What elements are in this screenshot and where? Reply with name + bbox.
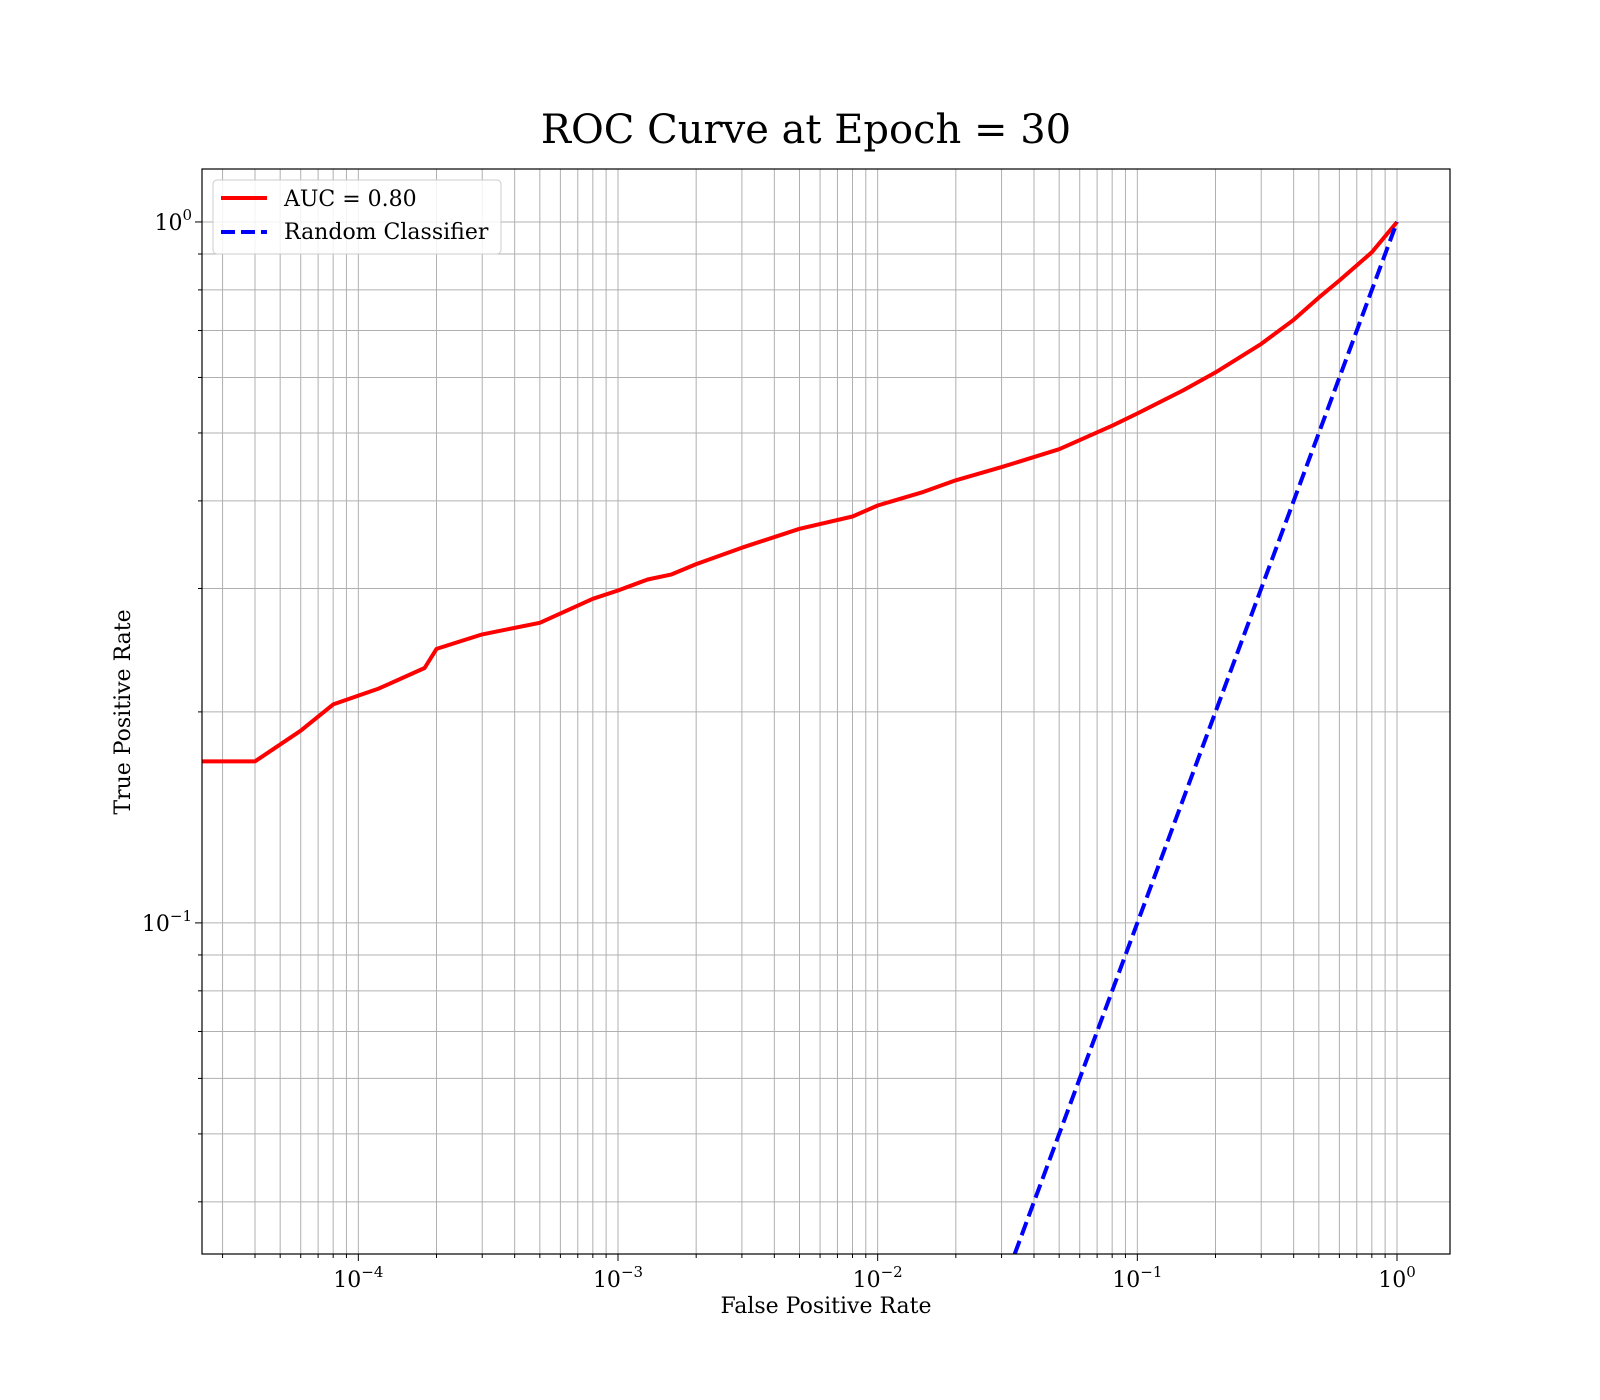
grid <box>202 169 1450 1254</box>
y-tick-label: 10−1 <box>142 907 192 937</box>
chart-title: ROC Curve at Epoch = 30 <box>541 107 1071 153</box>
plot-series <box>202 220 1399 1255</box>
roc-curve-line <box>202 220 1399 764</box>
x-tick-label: 10−3 <box>593 1263 643 1293</box>
legend-box <box>212 179 502 255</box>
x-tick-label: 10−1 <box>1112 1263 1162 1293</box>
legend-label-auc: AUC = 0.80 <box>283 187 417 212</box>
x-axis-label: False Positive Rate <box>720 1294 931 1319</box>
x-tick-label: 100 <box>1378 1263 1416 1293</box>
y-axis-label: True Positive Rate <box>111 609 136 814</box>
x-tick-label: 10−2 <box>853 1263 903 1293</box>
x-tick-label: 10−4 <box>333 1263 383 1293</box>
random-classifier-line <box>1012 221 1399 1255</box>
axis-ticks: 10−4 10−3 10−2 10−1 100 10−1 100 <box>142 206 1416 1293</box>
legend: AUC = 0.80 Random Classifier <box>212 179 502 255</box>
y-tick-label: 100 <box>154 206 192 236</box>
legend-label-random: Random Classifier <box>284 220 489 245</box>
